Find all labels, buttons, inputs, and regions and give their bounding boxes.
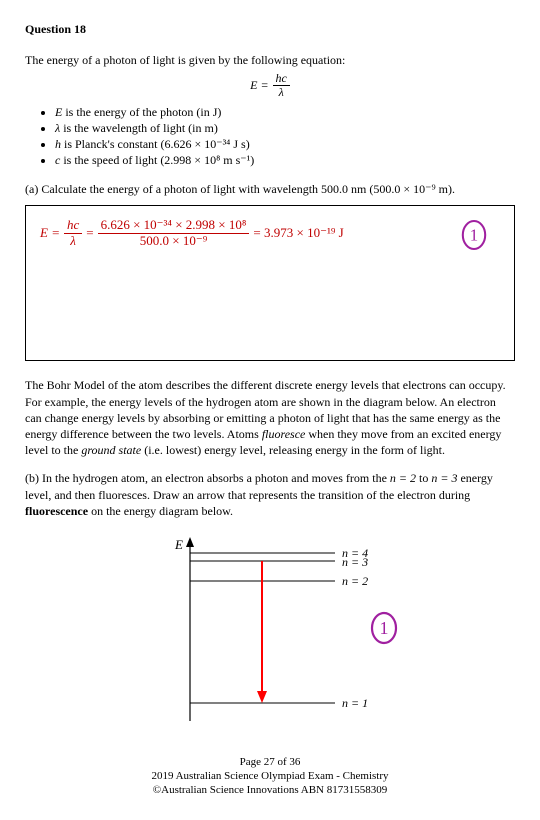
- footer-exam: 2019 Australian Science Olympiad Exam - …: [25, 769, 515, 783]
- bohr-text: The Bohr Model of the atom describes the…: [25, 377, 515, 458]
- svg-text:1: 1: [380, 618, 389, 638]
- eq-lhs: E =: [250, 78, 268, 93]
- main-equation: E = hc λ: [25, 72, 515, 99]
- svg-text:n = 2: n = 2: [342, 574, 368, 588]
- pb-fluor: fluorescence: [25, 504, 88, 518]
- pb2: to: [416, 471, 431, 485]
- svg-text:1: 1: [470, 226, 478, 245]
- def-item: h is Planck's constant (6.626 × 10⁻³⁴ J …: [55, 137, 515, 152]
- pb-n2: n = 2: [390, 471, 416, 485]
- calc-eq: =: [86, 225, 93, 241]
- definitions-list: E is the energy of the photon (in J) λ i…: [55, 105, 515, 168]
- def-text: is the energy of the photon (in J): [62, 105, 221, 119]
- part-b-text: (b) In the hydrogen atom, an electron ab…: [25, 470, 515, 519]
- svg-text:E: E: [174, 537, 183, 552]
- calc-f2-den: 500.0 × 10⁻⁹: [98, 234, 250, 248]
- calc-result: = 3.973 × 10⁻¹⁹ J: [253, 225, 343, 241]
- svg-text:n = 3: n = 3: [342, 555, 368, 569]
- calc-f1-num: hc: [64, 218, 82, 233]
- pb-n3: n = 3: [431, 471, 457, 485]
- pb4: on the energy diagram below.: [88, 504, 233, 518]
- bohr-fluoresce: fluoresce: [262, 427, 306, 441]
- energy-diagram: E n = 4 n = 3 n = 2 n = 1 1: [25, 531, 515, 735]
- answer-box-a: E = hc λ = 6.626 × 10⁻³⁴ × 2.998 × 10⁸ 5…: [25, 205, 515, 361]
- calc-f2-num: 6.626 × 10⁻³⁴ × 2.998 × 10⁸: [98, 218, 250, 233]
- intro-text: The energy of a photon of light is given…: [25, 53, 515, 68]
- svg-text:n = 1: n = 1: [342, 696, 368, 710]
- calc-lhs: E =: [40, 225, 60, 241]
- score-mark-a: 1: [460, 218, 488, 252]
- eq-den: λ: [273, 86, 290, 99]
- def-item: λ is the wavelength of light (in m): [55, 121, 515, 136]
- calc-f1-den: λ: [64, 234, 82, 248]
- page-footer: Page 27 of 36 2019 Australian Science Ol…: [25, 755, 515, 798]
- def-item: c is the speed of light (2.998 × 10⁸ m s…: [55, 153, 515, 168]
- bohr-ground: ground state: [81, 443, 141, 457]
- def-text: is the speed of light (2.998 × 10⁸ m s⁻¹…: [60, 153, 254, 167]
- def-text: is Planck's constant (6.626 × 10⁻³⁴ J s): [61, 137, 250, 151]
- calc-line: E = hc λ = 6.626 × 10⁻³⁴ × 2.998 × 10⁸ 5…: [40, 218, 344, 248]
- footer-copyright: ©Australian Science Innovations ABN 8173…: [25, 783, 515, 797]
- part-a-text: (a) Calculate the energy of a photon of …: [25, 182, 515, 197]
- question-title: Question 18: [25, 22, 515, 37]
- bohr-3: (i.e. lowest) energy level, releasing en…: [141, 443, 445, 457]
- footer-page: Page 27 of 36: [25, 755, 515, 769]
- pb1: (b) In the hydrogen atom, an electron ab…: [25, 471, 390, 485]
- def-item: E is the energy of the photon (in J): [55, 105, 515, 120]
- eq-num: hc: [273, 72, 290, 86]
- def-text: is the wavelength of light (in m): [60, 121, 218, 135]
